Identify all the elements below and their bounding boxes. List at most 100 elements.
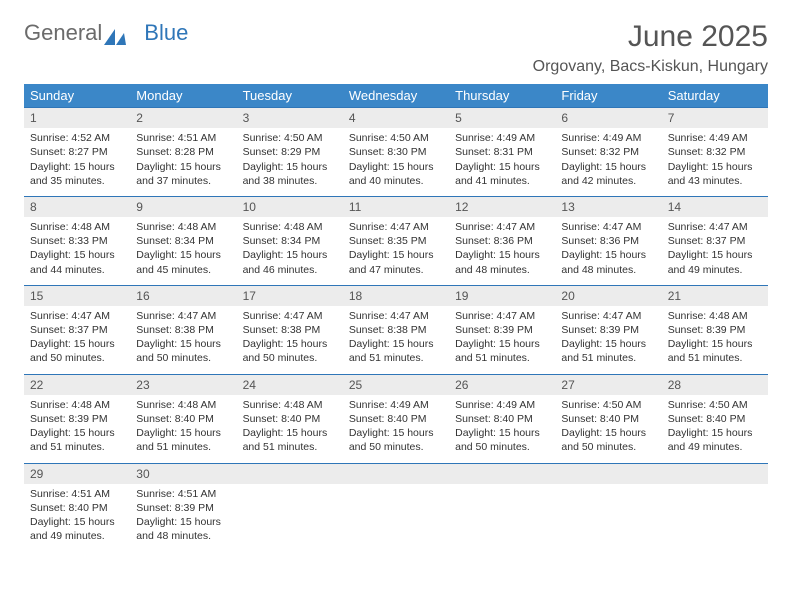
day-cell: 28Sunrise: 4:50 AMSunset: 8:40 PMDayligh… [662,374,768,463]
sunset-text: Sunset: 8:36 PM [455,234,549,248]
day-cell: 9Sunrise: 4:48 AMSunset: 8:34 PMDaylight… [130,196,236,285]
sunset-text: Sunset: 8:34 PM [243,234,337,248]
day-cell: 5Sunrise: 4:49 AMSunset: 8:31 PMDaylight… [449,108,555,197]
day-cell: 21Sunrise: 4:48 AMSunset: 8:39 PMDayligh… [662,285,768,374]
sunset-text: Sunset: 8:40 PM [243,412,337,426]
sunset-text: Sunset: 8:39 PM [30,412,124,426]
day-number: 16 [130,286,236,306]
daylight-text: Daylight: 15 hours and 50 minutes. [455,426,549,454]
day-number: 22 [24,375,130,395]
sunset-text: Sunset: 8:30 PM [349,145,443,159]
day-number: 11 [343,197,449,217]
day-body: Sunrise: 4:49 AMSunset: 8:31 PMDaylight:… [449,128,555,196]
logo-text-1: General [24,20,102,46]
day-number: 10 [237,197,343,217]
sunrise-text: Sunrise: 4:47 AM [136,309,230,323]
day-number: 30 [130,464,236,484]
sunrise-text: Sunrise: 4:51 AM [136,487,230,501]
day-cell: 26Sunrise: 4:49 AMSunset: 8:40 PMDayligh… [449,374,555,463]
day-cell: 6Sunrise: 4:49 AMSunset: 8:32 PMDaylight… [555,108,661,197]
sunset-text: Sunset: 8:32 PM [561,145,655,159]
sunset-text: Sunset: 8:39 PM [668,323,762,337]
sunrise-text: Sunrise: 4:47 AM [349,309,443,323]
day-cell: 20Sunrise: 4:47 AMSunset: 8:39 PMDayligh… [555,285,661,374]
weekday-header: Monday [130,84,236,108]
day-cell: 7Sunrise: 4:49 AMSunset: 8:32 PMDaylight… [662,108,768,197]
daylight-text: Daylight: 15 hours and 50 minutes. [243,337,337,365]
daylight-text: Daylight: 15 hours and 41 minutes. [455,160,549,188]
day-body: Sunrise: 4:48 AMSunset: 8:39 PMDaylight:… [24,395,130,463]
logo-sail-icon [104,25,126,41]
day-cell: 27Sunrise: 4:50 AMSunset: 8:40 PMDayligh… [555,374,661,463]
day-body: Sunrise: 4:51 AMSunset: 8:28 PMDaylight:… [130,128,236,196]
day-body: Sunrise: 4:48 AMSunset: 8:33 PMDaylight:… [24,217,130,285]
sunset-text: Sunset: 8:40 PM [561,412,655,426]
day-cell: 24Sunrise: 4:48 AMSunset: 8:40 PMDayligh… [237,374,343,463]
day-cell: 23Sunrise: 4:48 AMSunset: 8:40 PMDayligh… [130,374,236,463]
day-number: 26 [449,375,555,395]
day-number: 19 [449,286,555,306]
day-body: Sunrise: 4:48 AMSunset: 8:40 PMDaylight:… [130,395,236,463]
day-number: 15 [24,286,130,306]
day-cell [237,463,343,551]
day-number [343,464,449,484]
day-cell: 14Sunrise: 4:47 AMSunset: 8:37 PMDayligh… [662,196,768,285]
sunrise-text: Sunrise: 4:48 AM [668,309,762,323]
sunrise-text: Sunrise: 4:47 AM [349,220,443,234]
sunrise-text: Sunrise: 4:47 AM [455,309,549,323]
sunset-text: Sunset: 8:37 PM [668,234,762,248]
sunrise-text: Sunrise: 4:51 AM [136,131,230,145]
day-body: Sunrise: 4:47 AMSunset: 8:38 PMDaylight:… [343,306,449,374]
day-body: Sunrise: 4:47 AMSunset: 8:38 PMDaylight:… [237,306,343,374]
daylight-text: Daylight: 15 hours and 48 minutes. [136,515,230,543]
sunrise-text: Sunrise: 4:48 AM [243,220,337,234]
day-number [449,464,555,484]
sunset-text: Sunset: 8:39 PM [561,323,655,337]
sunset-text: Sunset: 8:36 PM [561,234,655,248]
day-number: 3 [237,108,343,128]
sunrise-text: Sunrise: 4:48 AM [136,220,230,234]
day-cell: 2Sunrise: 4:51 AMSunset: 8:28 PMDaylight… [130,108,236,197]
daylight-text: Daylight: 15 hours and 51 minutes. [455,337,549,365]
daylight-text: Daylight: 15 hours and 50 minutes. [136,337,230,365]
daylight-text: Daylight: 15 hours and 51 minutes. [668,337,762,365]
day-body: Sunrise: 4:48 AMSunset: 8:40 PMDaylight:… [237,395,343,463]
daylight-text: Daylight: 15 hours and 50 minutes. [561,426,655,454]
day-number: 28 [662,375,768,395]
sunrise-text: Sunrise: 4:47 AM [668,220,762,234]
week-row: 1Sunrise: 4:52 AMSunset: 8:27 PMDaylight… [24,108,768,197]
day-body: Sunrise: 4:49 AMSunset: 8:32 PMDaylight:… [662,128,768,196]
day-number: 5 [449,108,555,128]
daylight-text: Daylight: 15 hours and 43 minutes. [668,160,762,188]
day-number [662,464,768,484]
day-cell: 8Sunrise: 4:48 AMSunset: 8:33 PMDaylight… [24,196,130,285]
sunset-text: Sunset: 8:37 PM [30,323,124,337]
day-cell: 19Sunrise: 4:47 AMSunset: 8:39 PMDayligh… [449,285,555,374]
day-number [237,464,343,484]
day-body: Sunrise: 4:52 AMSunset: 8:27 PMDaylight:… [24,128,130,196]
daylight-text: Daylight: 15 hours and 46 minutes. [243,248,337,276]
sunrise-text: Sunrise: 4:49 AM [455,398,549,412]
day-number: 18 [343,286,449,306]
sunrise-text: Sunrise: 4:50 AM [243,131,337,145]
daylight-text: Daylight: 15 hours and 49 minutes. [668,248,762,276]
day-cell: 10Sunrise: 4:48 AMSunset: 8:34 PMDayligh… [237,196,343,285]
weekday-header: Saturday [662,84,768,108]
daylight-text: Daylight: 15 hours and 40 minutes. [349,160,443,188]
day-body: Sunrise: 4:49 AMSunset: 8:40 PMDaylight:… [343,395,449,463]
week-row: 22Sunrise: 4:48 AMSunset: 8:39 PMDayligh… [24,374,768,463]
day-body: Sunrise: 4:48 AMSunset: 8:39 PMDaylight:… [662,306,768,374]
weekday-header: Sunday [24,84,130,108]
sunset-text: Sunset: 8:39 PM [136,501,230,515]
header: General Blue June 2025 Orgovany, Bacs-Ki… [24,20,768,76]
sunset-text: Sunset: 8:34 PM [136,234,230,248]
day-cell: 12Sunrise: 4:47 AMSunset: 8:36 PMDayligh… [449,196,555,285]
day-body: Sunrise: 4:48 AMSunset: 8:34 PMDaylight:… [237,217,343,285]
day-body: Sunrise: 4:47 AMSunset: 8:38 PMDaylight:… [130,306,236,374]
title-block: June 2025 Orgovany, Bacs-Kiskun, Hungary [533,20,768,76]
day-cell: 1Sunrise: 4:52 AMSunset: 8:27 PMDaylight… [24,108,130,197]
daylight-text: Daylight: 15 hours and 50 minutes. [349,426,443,454]
location: Orgovany, Bacs-Kiskun, Hungary [533,58,768,76]
day-body: Sunrise: 4:47 AMSunset: 8:36 PMDaylight:… [449,217,555,285]
sunrise-text: Sunrise: 4:48 AM [243,398,337,412]
